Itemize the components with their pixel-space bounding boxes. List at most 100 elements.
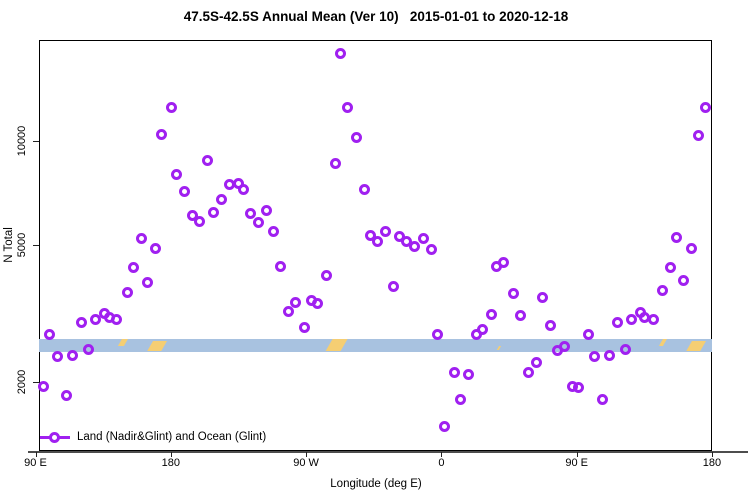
x-tick-label: 90 E (565, 457, 589, 469)
data-point (350, 132, 362, 144)
data-point (298, 322, 310, 334)
plot-area (39, 40, 712, 451)
data-point (514, 310, 526, 322)
y-tick (33, 245, 39, 246)
data-point (141, 276, 153, 288)
data-point (455, 394, 467, 406)
data-point (135, 233, 147, 245)
data-point (237, 184, 249, 196)
land-patch (325, 339, 348, 352)
data-point (507, 288, 519, 300)
data-point (216, 194, 228, 206)
data-point (75, 316, 87, 328)
x-tick-label: 180 (161, 457, 180, 469)
data-point (438, 420, 450, 432)
data-point (425, 243, 437, 255)
data-point (312, 298, 324, 310)
data-point (485, 309, 497, 321)
x-tick-label: 180 (702, 457, 722, 469)
x-axis-title: Longitude (deg E) (330, 478, 422, 490)
data-point (193, 215, 205, 227)
data-point (462, 369, 474, 381)
data-point (619, 344, 631, 356)
data-point (275, 261, 287, 273)
data-point (335, 48, 347, 60)
data-point (261, 205, 273, 217)
land-patch (686, 341, 706, 352)
data-point (267, 225, 279, 237)
chart-title: 47.5S-42.5S Annual Mean (Ver 10) 2015-01… (183, 9, 569, 24)
data-point (149, 243, 161, 255)
x-tick (441, 452, 443, 457)
data-point (187, 210, 199, 222)
data-point (448, 366, 460, 378)
data-point (207, 207, 219, 219)
x-tick (711, 452, 713, 457)
data-point (282, 306, 294, 318)
y-tick-label: 5000 (16, 232, 28, 258)
data-point (365, 230, 377, 242)
data-point (371, 236, 383, 248)
x-tick (35, 452, 37, 457)
data-point (677, 275, 689, 287)
data-point (380, 226, 392, 238)
land-patch (658, 339, 667, 347)
data-point (536, 291, 548, 303)
data-point (67, 349, 79, 361)
land-patch (496, 346, 502, 350)
legend-label: Land (Nadir&Glint) and Ocean (Glint) (77, 431, 267, 443)
data-point (603, 349, 615, 361)
x-tick (576, 452, 578, 457)
data-point (171, 168, 182, 180)
data-point (693, 129, 705, 141)
data-point (60, 389, 72, 401)
data-point (686, 243, 698, 255)
y-tick (33, 381, 39, 383)
x-tick (306, 452, 308, 457)
y-axis-title: N Total (3, 227, 15, 263)
data-point (178, 186, 190, 198)
data-point (89, 314, 101, 326)
data-point (408, 241, 420, 253)
data-point (700, 101, 712, 113)
data-point (573, 381, 585, 393)
y-tick-label: 10000 (16, 126, 28, 157)
data-point (588, 351, 600, 363)
legend-line-marker (40, 431, 70, 443)
data-point (596, 394, 608, 406)
data-point (244, 208, 256, 220)
data-point (544, 319, 556, 331)
data-point (341, 101, 353, 113)
data-point (647, 314, 659, 326)
data-point (522, 367, 534, 379)
data-point (82, 344, 94, 356)
y-tick-label: 2000 (16, 369, 28, 395)
data-point (417, 233, 429, 245)
x-tick (170, 452, 172, 457)
data-point (626, 314, 638, 326)
data-point (329, 158, 341, 170)
x-tick-label: 0 (438, 457, 445, 469)
data-point (290, 297, 302, 309)
legend-circle-icon (49, 431, 60, 443)
data-point (671, 232, 683, 244)
land-patch (118, 339, 129, 347)
land-patch (146, 341, 167, 352)
data-point (431, 329, 443, 341)
data-point (121, 286, 133, 298)
data-point (166, 101, 178, 113)
data-point (127, 261, 139, 273)
data-point (52, 351, 64, 363)
data-point (37, 381, 49, 393)
data-point (321, 269, 333, 281)
data-point (44, 328, 56, 340)
data-point (665, 261, 677, 273)
data-point (530, 356, 542, 368)
ocean-strip (39, 339, 712, 352)
data-point (612, 316, 624, 328)
data-point (582, 328, 594, 340)
x-tick-label: 90 E (24, 457, 47, 469)
data-point (111, 314, 123, 326)
x-axis-line (28, 451, 748, 453)
